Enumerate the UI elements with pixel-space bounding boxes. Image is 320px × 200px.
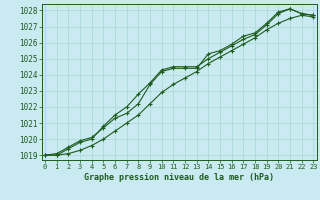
- X-axis label: Graphe pression niveau de la mer (hPa): Graphe pression niveau de la mer (hPa): [84, 173, 274, 182]
